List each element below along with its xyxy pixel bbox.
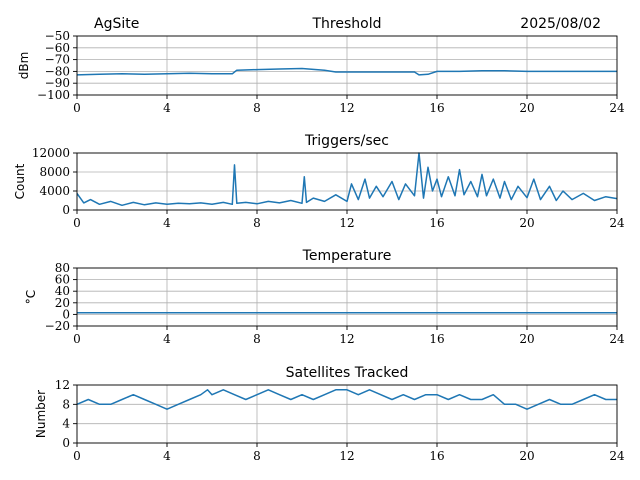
x-tick-label: 12 bbox=[339, 101, 354, 115]
y-tick-label: −70 bbox=[45, 53, 70, 67]
x-tick-label: 8 bbox=[253, 332, 261, 346]
panel-1: 0 4 8 12 16 20 24 −100−90−80−70−60−50 Threshold d… bbox=[17, 16, 625, 115]
x-tick-label: 8 bbox=[253, 216, 261, 230]
x-tick-label: 12 bbox=[339, 332, 354, 346]
x-tick-label: 0 bbox=[73, 332, 81, 346]
panels: 0 4 8 12 16 20 24 −100−90−80−70−60−50 Threshold d… bbox=[13, 16, 625, 463]
y-axis-label: Count bbox=[13, 163, 27, 199]
x-tick-label: 20 bbox=[519, 449, 534, 463]
x-tick-label: 0 bbox=[73, 101, 81, 115]
series-line bbox=[76, 389, 617, 410]
x-tick-label: 20 bbox=[519, 332, 534, 346]
y-tick-label: 0 bbox=[62, 307, 70, 321]
y-tick-label: 0 bbox=[62, 436, 70, 450]
panel-title: Threshold bbox=[312, 16, 382, 32]
x-tick-label: 16 bbox=[429, 332, 444, 346]
y-tick-label: −60 bbox=[45, 41, 70, 55]
y-tick-label: 0 bbox=[62, 203, 70, 217]
y-tick-label: −20 bbox=[45, 319, 70, 333]
y-tick-label: 80 bbox=[55, 261, 70, 275]
y-tick-label: 4000 bbox=[39, 184, 70, 198]
x-tick-label: 16 bbox=[429, 449, 444, 463]
y-tick-label: 20 bbox=[55, 296, 70, 310]
y-tick-label: −80 bbox=[45, 64, 70, 78]
y-tick-label: 12 bbox=[55, 378, 70, 392]
panel-title: Triggers/sec bbox=[304, 133, 389, 149]
y-tick-label: 60 bbox=[55, 273, 70, 287]
header-date: 2025/08/02 bbox=[520, 16, 601, 32]
y-tick-label: 12000 bbox=[32, 146, 70, 160]
panel-2: 0 4 8 12 16 20 24 0 4000 8000 12000 Triggers/sec Cou… bbox=[13, 133, 625, 230]
x-tick-label: 8 bbox=[253, 449, 261, 463]
y-tick-label: −100 bbox=[37, 88, 70, 102]
y-tick-label: 8 bbox=[62, 397, 70, 411]
x-tick-label: 24 bbox=[609, 216, 625, 230]
y-axis-label: dBm bbox=[17, 52, 31, 80]
x-tick-label: 24 bbox=[609, 101, 625, 115]
x-tick-label: 20 bbox=[519, 216, 534, 230]
y-axis-label: Number bbox=[34, 390, 48, 438]
y-tick-label: 8000 bbox=[39, 165, 70, 179]
x-tick-label: 24 bbox=[609, 332, 625, 346]
y-tick-label: 4 bbox=[62, 417, 70, 431]
y-tick-label: −90 bbox=[45, 76, 70, 90]
x-tick-label: 0 bbox=[73, 216, 81, 230]
panel-4: 0 4 8 12 16 20 24 0 4 8 12 Satellites Tracked Number bbox=[34, 365, 625, 463]
x-tick-label: 8 bbox=[253, 101, 261, 115]
panel-title: Temperature bbox=[302, 248, 392, 264]
series-line bbox=[76, 152, 618, 207]
x-tick-label: 0 bbox=[73, 449, 81, 463]
series-line bbox=[76, 67, 617, 76]
panel-title: Satellites Tracked bbox=[286, 365, 409, 381]
x-tick-label: 4 bbox=[163, 216, 171, 230]
x-tick-label: 4 bbox=[163, 449, 171, 463]
x-tick-label: 12 bbox=[339, 216, 354, 230]
x-tick-label: 16 bbox=[429, 101, 444, 115]
header-site: AgSite bbox=[94, 16, 139, 32]
x-tick-label: 16 bbox=[429, 216, 444, 230]
x-tick-label: 24 bbox=[609, 449, 625, 463]
x-tick-label: 4 bbox=[163, 332, 171, 346]
y-tick-label: 40 bbox=[55, 284, 70, 298]
x-tick-label: 12 bbox=[339, 449, 354, 463]
x-tick-label: 4 bbox=[163, 101, 171, 115]
y-axis-label: °C bbox=[24, 290, 38, 304]
x-tick-label: 20 bbox=[519, 101, 534, 115]
y-tick-label: −50 bbox=[45, 29, 70, 43]
